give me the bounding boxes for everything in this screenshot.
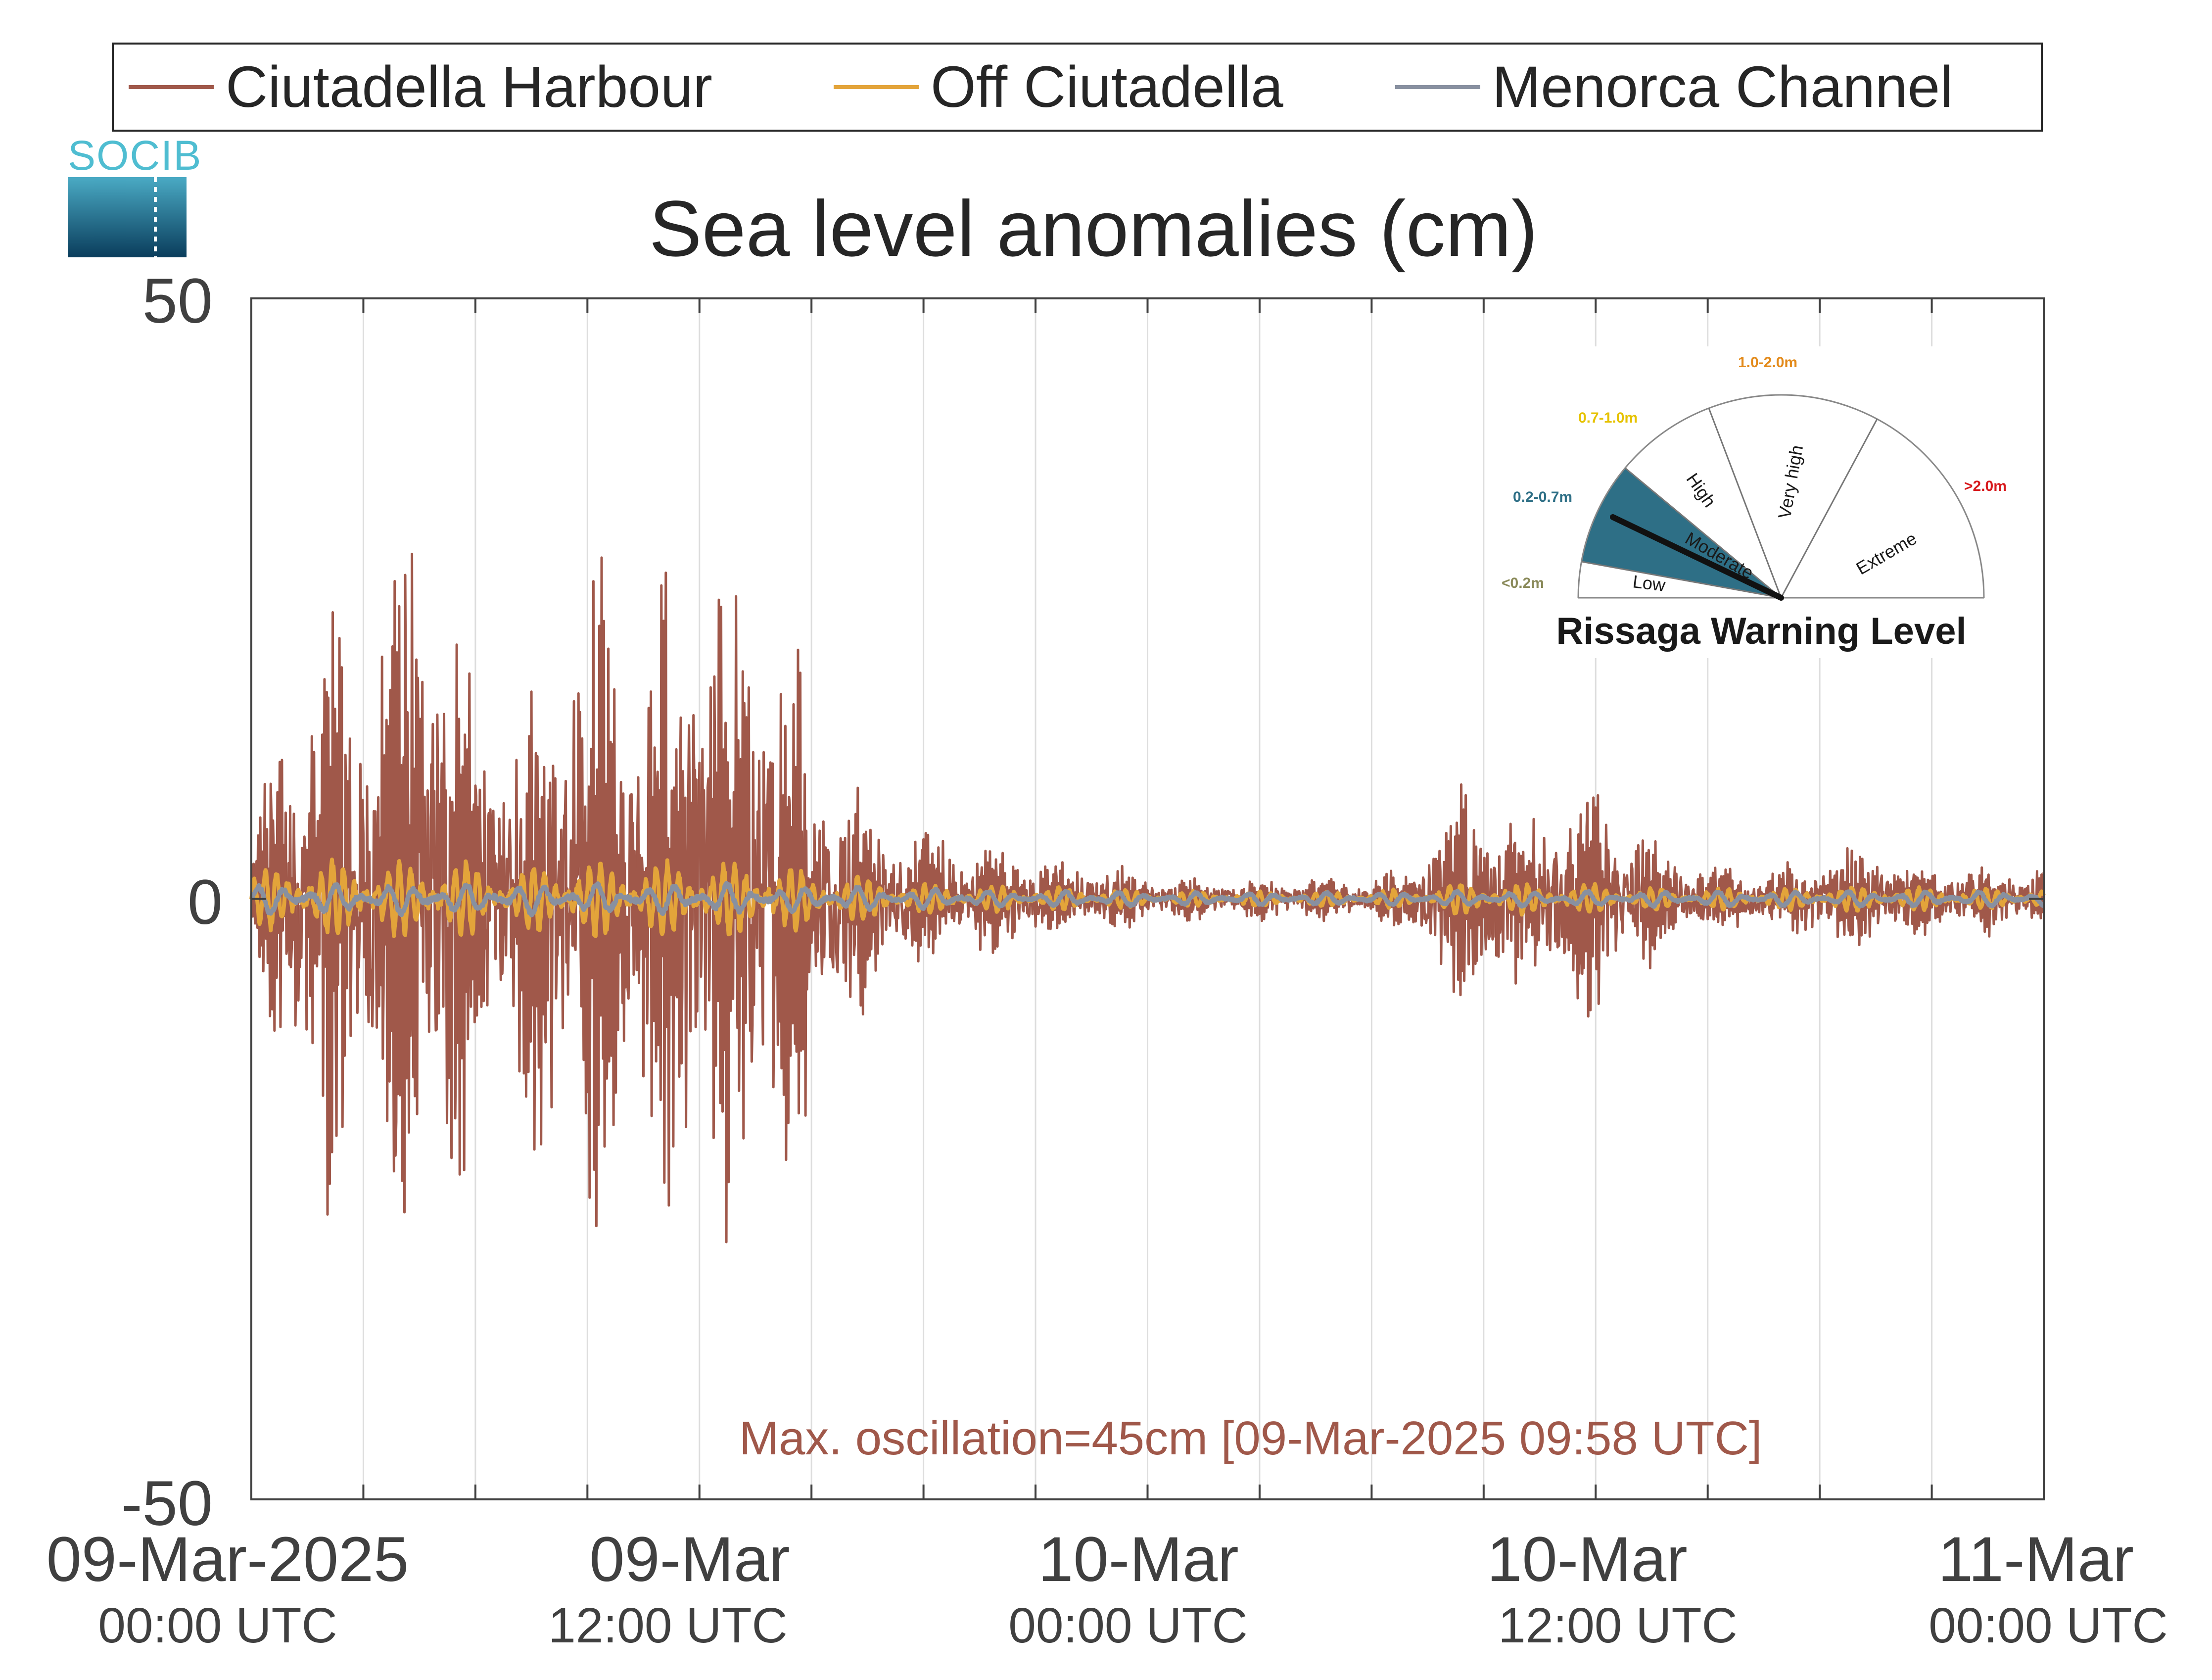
max-oscillation-annotation: Max. oscillation=45cm [09-Mar-2025 09:58… <box>739 1412 1762 1465</box>
gauge-label-extreme: Extreme <box>1853 528 1921 579</box>
gauge-sector-moderate <box>1581 467 1783 599</box>
legend-label-channel: Menorca Channel <box>1492 54 1953 120</box>
xtick-date-0: 09-Mar-2025 <box>46 1524 409 1595</box>
legend-entry-channel: Menorca Channel <box>1395 45 1953 130</box>
gauge-divider-2 <box>1625 467 1782 599</box>
xtick-date-3: 10-Mar <box>1487 1524 1688 1595</box>
logo-block <box>68 177 187 257</box>
xtick-time-3: 12:00 UTC <box>1498 1598 1738 1653</box>
gauge-title: Rissaga Warning Level <box>1556 610 1967 652</box>
gauge-range-moderate: 0.2-0.7m <box>1513 489 1573 505</box>
gauge-divider-3 <box>1708 408 1782 598</box>
legend-label-off: Off Ciutadella <box>931 54 1283 120</box>
series-line-harbour <box>250 552 2045 1244</box>
ytick-label-zero: 0 <box>187 867 223 938</box>
xtick-date-1: 09-Mar <box>589 1524 790 1595</box>
xtick-time-1: 12:00 UTC <box>548 1598 788 1653</box>
ytick-label-bottom: -50 <box>121 1468 213 1539</box>
xtick-time-2: 00:00 UTC <box>1008 1598 1248 1653</box>
legend: Ciutadella Harbour Off Ciutadella Menorc… <box>112 43 2043 132</box>
legend-swatch-channel <box>1395 85 1480 89</box>
gauge-range-high: 0.7-1.0m <box>1578 410 1638 426</box>
gauge-range-extreme: >2.0m <box>1964 478 2007 494</box>
gauge-divider-1 <box>1581 561 1782 599</box>
gauge-range-low: <0.2m <box>1502 575 1544 591</box>
chart-title: Sea level anomalies (cm) <box>649 184 1538 273</box>
legend-swatch-harbour <box>129 85 214 89</box>
gauge-needle <box>1610 514 1784 601</box>
rissaga-warning-gauge: Low Moderate High Very high Extreme <0.2… <box>1499 346 2024 658</box>
xtick-date-2: 10-Mar <box>1038 1524 1239 1595</box>
legend-entry-harbour: Ciutadella Harbour <box>129 45 712 130</box>
legend-swatch-off <box>834 85 919 89</box>
legend-label-harbour: Ciutadella Harbour <box>226 54 712 120</box>
xtick-time-0: 00:00 UTC <box>98 1598 337 1653</box>
logo-text: SOCIB <box>68 132 202 179</box>
series-line-channel <box>250 881 2045 917</box>
gauge-dial: Low Moderate High Very high Extreme <box>1577 394 1985 601</box>
gauge-divider-4 <box>1780 419 1878 598</box>
logo-dash <box>154 177 157 257</box>
xtick-time-4: 00:00 UTC <box>1929 1598 2168 1653</box>
gauge-range-very-high: 1.0-2.0m <box>1738 354 1798 371</box>
gauge-label-high: High <box>1683 469 1720 511</box>
gauge-label-very-high: Very high <box>1774 443 1807 520</box>
xtick-date-4: 11-Mar <box>1938 1524 2134 1595</box>
gauge-outline <box>1577 394 1985 598</box>
ytick-label-top: 50 <box>142 266 213 336</box>
gauge-label-low: Low <box>1632 571 1667 595</box>
socib-logo: SOCIB <box>68 132 201 257</box>
legend-entry-off: Off Ciutadella <box>834 45 1283 130</box>
